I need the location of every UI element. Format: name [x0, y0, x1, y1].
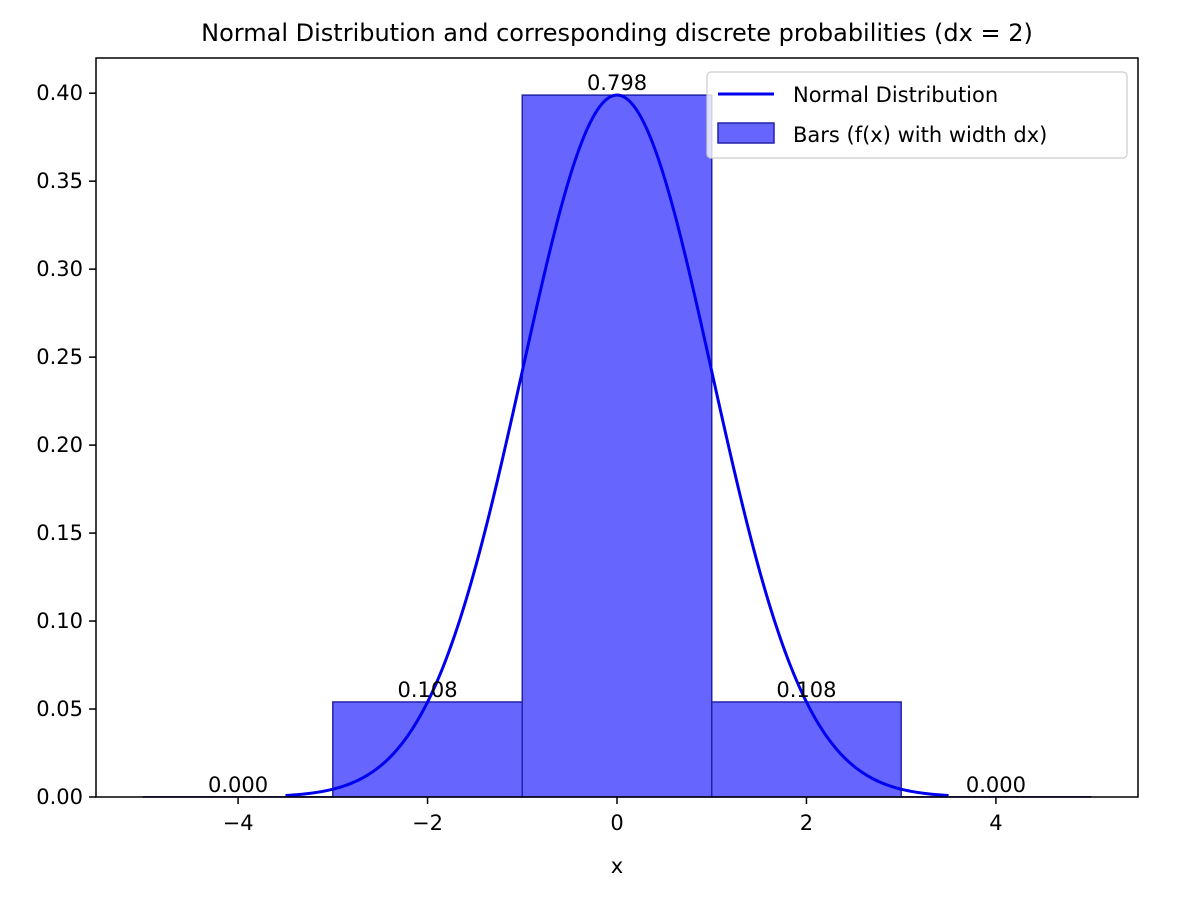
bar-value-label: 0.108 — [397, 678, 457, 702]
x-tick-label: −4 — [223, 811, 254, 835]
bar-value-label: 0.798 — [587, 71, 647, 95]
x-tick-label: −2 — [412, 811, 443, 835]
y-tick-label: 0.05 — [36, 697, 83, 721]
y-tick-label: 0.10 — [36, 609, 83, 633]
y-tick-label: 0.15 — [36, 521, 83, 545]
bar — [712, 702, 901, 797]
y-tick-label: 0.30 — [36, 257, 83, 281]
bar-value-label: 0.000 — [966, 773, 1026, 797]
y-tick-label: 0.40 — [36, 81, 83, 105]
bar — [333, 702, 522, 797]
x-axis-label: x — [611, 854, 623, 878]
chart-title: Normal Distribution and corresponding di… — [201, 19, 1033, 47]
x-axis: −4 −2 0 2 4 — [223, 797, 1003, 835]
legend: Normal Distribution Bars (f(x) with widt… — [707, 72, 1127, 158]
y-axis: 0.00 0.05 0.10 0.15 0.20 0.25 0.30 0.35 0.40 — [36, 81, 96, 809]
y-tick-label: 0.25 — [36, 345, 83, 369]
bars-layer — [143, 95, 1090, 797]
bar-value-label: 0.108 — [776, 678, 836, 702]
x-tick-label: 2 — [800, 811, 813, 835]
y-tick-label: 0.20 — [36, 433, 83, 457]
x-tick-label: 4 — [989, 811, 1002, 835]
bar-value-label: 0.000 — [208, 773, 268, 797]
bar — [522, 95, 711, 797]
x-tick-label: 0 — [610, 811, 623, 835]
y-tick-label: 0.35 — [36, 169, 83, 193]
y-tick-label: 0.00 — [36, 785, 83, 809]
legend-label-normal-distribution: Normal Distribution — [793, 83, 998, 107]
legend-bar-swatch — [718, 123, 774, 143]
legend-label-bars: Bars (f(x) with width dx) — [793, 123, 1047, 147]
